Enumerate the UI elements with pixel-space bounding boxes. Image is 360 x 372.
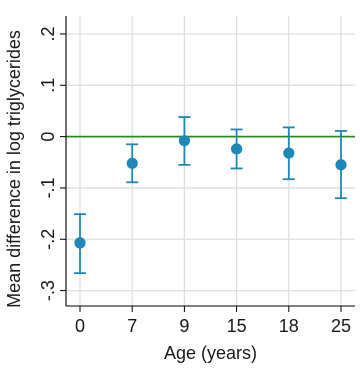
y-tick-label: .2 — [38, 26, 58, 41]
data-point — [178, 135, 190, 147]
x-tick-label: 25 — [331, 316, 351, 336]
data-point — [283, 147, 295, 159]
y-tick-label: -.3 — [38, 280, 58, 301]
data-point — [335, 159, 347, 171]
y-tick-label: -.1 — [38, 177, 58, 198]
y-axis-label: Mean difference in log triglycerides — [4, 30, 24, 308]
tick-labels: -.3 -.2 -.1 0 .1 .2 0 7 9 15 18 25 — [38, 26, 351, 336]
data-point — [231, 143, 243, 155]
axes — [60, 16, 355, 312]
y-tick-label: .1 — [38, 78, 58, 93]
x-tick-label: 15 — [227, 316, 247, 336]
data-point — [74, 237, 86, 249]
x-tick-label: 0 — [75, 316, 85, 336]
x-tick-label: 7 — [127, 316, 137, 336]
data-point — [126, 157, 138, 169]
y-tick-label: 0 — [38, 132, 58, 142]
x-tick-label: 9 — [179, 316, 189, 336]
x-axis-label: Age (years) — [164, 343, 257, 363]
data-marks — [74, 116, 347, 275]
x-tick-label: 18 — [279, 316, 299, 336]
y-tick-label: -.2 — [38, 229, 58, 250]
